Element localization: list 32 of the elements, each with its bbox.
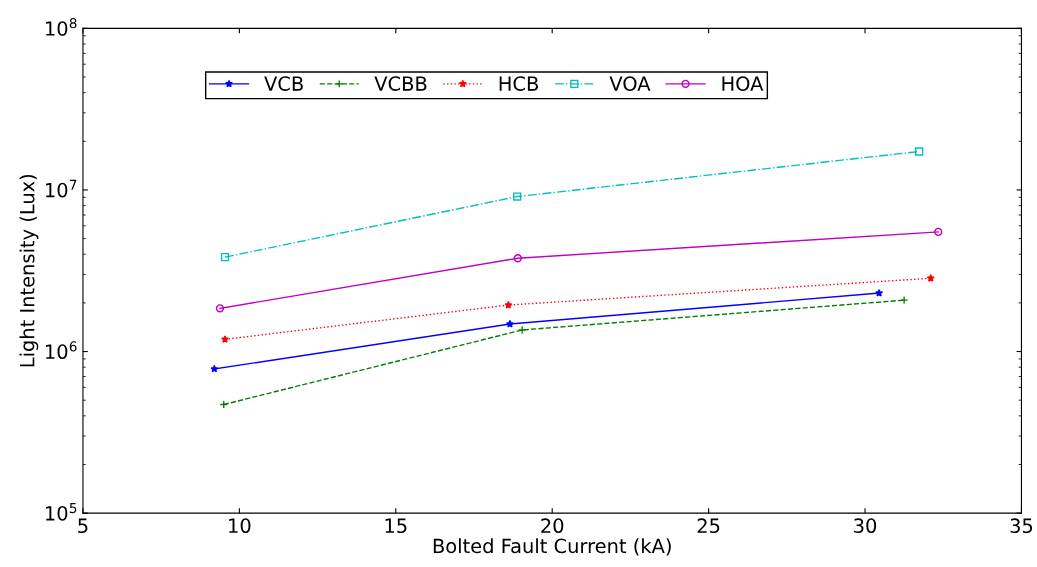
legend-label: VCBB: [374, 76, 427, 91]
x-tick-label: 15: [385, 518, 407, 534]
x-tick-label: 5: [78, 518, 88, 534]
point: [899, 295, 909, 305]
point: [512, 192, 522, 201]
point: [215, 304, 225, 313]
point: [934, 227, 943, 237]
point: [926, 274, 935, 282]
x-axis-title: Bolted Fault Current (kA): [433, 538, 671, 556]
x-tick-label: 25: [697, 518, 720, 534]
legend-label: HOA: [722, 76, 764, 91]
x-tick-label: 20: [541, 518, 564, 534]
y-axis-title: Light Intensity (Lux): [19, 174, 39, 367]
y-tick-label: 10$^{8}$: [46, 18, 77, 36]
y-tick-label: 10$^{5}$: [46, 503, 77, 521]
x-tick-label: 10: [229, 518, 251, 534]
point: [220, 252, 230, 262]
point: [504, 300, 513, 309]
point: [220, 335, 229, 343]
y-tick-label: 10$^{7}$: [46, 179, 77, 198]
x-tick-label: 35: [1010, 518, 1033, 534]
legend-label: VCB: [264, 76, 303, 91]
point: [505, 319, 514, 328]
point: [518, 325, 527, 335]
point: [513, 254, 522, 263]
y-tick-label: 10$^{6}$: [46, 341, 77, 360]
legend-label: HCB: [499, 76, 538, 91]
x-tick-label: 30: [854, 518, 877, 534]
legend-label: VOA: [609, 76, 651, 91]
point: [210, 364, 219, 373]
point: [875, 288, 884, 297]
point: [914, 147, 924, 156]
